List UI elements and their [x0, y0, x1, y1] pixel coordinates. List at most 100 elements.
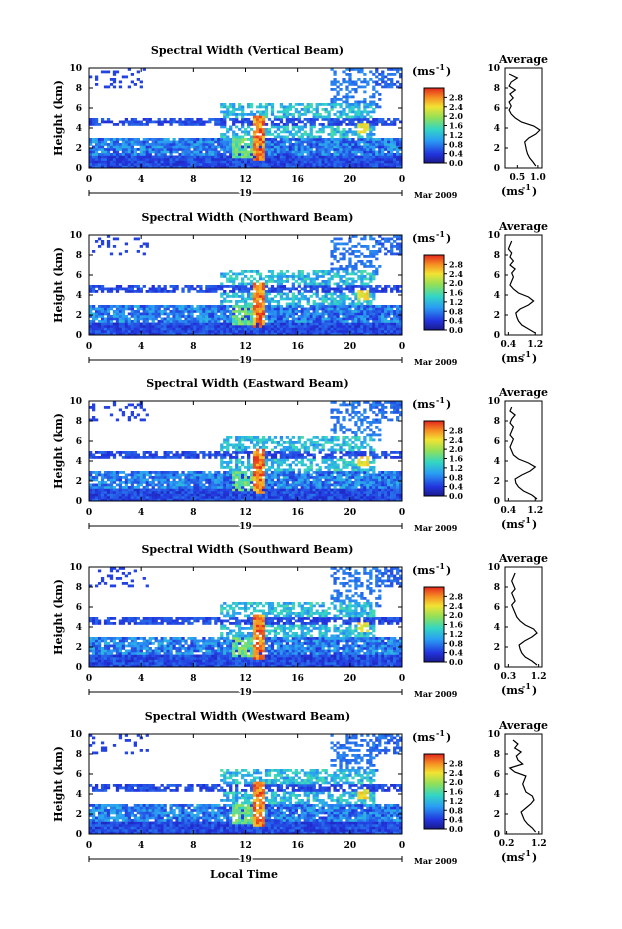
heatmap-cell [366, 312, 370, 316]
heatmap-cell [112, 287, 117, 291]
heatmap-cell [348, 302, 352, 306]
heatmap-cell [205, 473, 209, 477]
heatmap-cell [315, 163, 319, 166]
heatmap-cell [309, 312, 313, 316]
heatmap-cell [282, 325, 287, 328]
heatmap-cell [142, 252, 146, 256]
heatmap-cell [360, 270, 364, 273]
heatmap-cell [375, 105, 379, 109]
heatmap-cell [387, 332, 391, 336]
heatmap-cell [196, 290, 200, 293]
heatmap-cell [223, 486, 227, 489]
heatmap-cell [354, 140, 358, 144]
heatmap-cell [294, 155, 298, 159]
heatmap-cell [297, 135, 301, 139]
heatmap-cell [232, 145, 236, 149]
heatmap-cell [124, 145, 129, 149]
heatmap-cell [202, 478, 206, 482]
heatmap-cell [133, 315, 137, 318]
heatmap-cell [217, 317, 221, 321]
heatmap-cell [384, 330, 388, 333]
heatmap-cell [369, 252, 373, 256]
heatmap-cell [145, 310, 149, 313]
heatmap-cell [157, 287, 161, 291]
heatmap-cell [100, 496, 105, 499]
heatmap-cell [297, 297, 301, 301]
heatmap-cell [285, 312, 290, 316]
heatmap-cell [91, 285, 96, 288]
heatmap-cell [285, 315, 290, 318]
heatmap-cell [354, 322, 358, 326]
heatmap-cell [91, 163, 96, 166]
heatmap-cell [214, 123, 218, 126]
heatmap-cell [351, 118, 355, 121]
heatmap-cell [166, 473, 170, 477]
heatmap-cell [315, 290, 319, 293]
heatmap-cell [229, 491, 233, 494]
heatmap-cell [393, 118, 397, 121]
heatmap-cell [100, 305, 105, 308]
heatmap-cell [312, 113, 316, 116]
heatmap-cell [199, 138, 203, 141]
heatmap-cell [306, 312, 310, 316]
heatmap-cell [369, 128, 373, 131]
heatmap-cell [276, 165, 281, 169]
heatmap-cell [381, 310, 385, 313]
heatmap-cell [375, 158, 379, 161]
heatmap-cell [226, 148, 230, 151]
heatmap-cell [366, 155, 370, 159]
heatmap-cell [333, 317, 337, 321]
heatmap-cell [202, 453, 206, 457]
heatmap-cell [163, 320, 167, 323]
heatmap-cell [205, 476, 209, 479]
heatmap-cell [130, 287, 135, 291]
heatmap-cell [366, 105, 370, 109]
heatmap-cell [333, 73, 337, 76]
heatmap-cell [318, 148, 322, 151]
heatmap-cell [309, 125, 313, 129]
heatmap-cell [354, 315, 358, 318]
heatmap-cell [384, 138, 388, 141]
heatmap-cell [303, 145, 307, 149]
heatmap-cell [208, 486, 212, 489]
heatmap-cell [255, 473, 260, 477]
heatmap-cell [232, 488, 236, 492]
heatmap-cell [202, 451, 206, 454]
heatmap-cell [106, 320, 111, 323]
heatmap-cell [315, 103, 319, 106]
heatmap-cell [193, 153, 197, 156]
heatmap-cell [190, 307, 194, 311]
heatmap-cell [208, 138, 212, 141]
heatmap-cell [178, 488, 182, 492]
heatmap-cell [351, 138, 355, 141]
heatmap-cell [264, 322, 269, 326]
heatmap-cell [199, 476, 203, 479]
heatmap-cell [318, 103, 322, 106]
heatmap-cell [291, 282, 295, 286]
heatmap-cell [306, 133, 310, 136]
heatmap-cell [312, 315, 316, 318]
heatmap-cell [384, 332, 388, 336]
heatmap-cell [109, 252, 114, 256]
heatmap-cell [375, 327, 379, 331]
heatmap-cell [318, 145, 322, 149]
heatmap-cell [303, 315, 307, 318]
heatmap-cell [154, 312, 158, 316]
heatmap-cell [324, 310, 328, 313]
heatmap-cell [270, 158, 275, 161]
heatmap-cell [211, 145, 215, 149]
heatmap-cell [270, 275, 275, 278]
heatmap-cell [327, 115, 331, 119]
heatmap-cell [145, 473, 149, 477]
heatmap-cell [396, 235, 400, 238]
colorbar-tick-label: 1.2 [449, 130, 463, 140]
heatmap-cell [252, 476, 257, 479]
heatmap-cell [229, 461, 233, 464]
heatmap-cell [264, 330, 269, 333]
heatmap-cell [270, 322, 275, 326]
heatmap-cell [249, 135, 254, 139]
heatmap-cell [169, 123, 173, 126]
heatmap-cell [387, 165, 391, 169]
heatmap-cell [232, 165, 236, 169]
heatmap-cell [363, 123, 367, 126]
